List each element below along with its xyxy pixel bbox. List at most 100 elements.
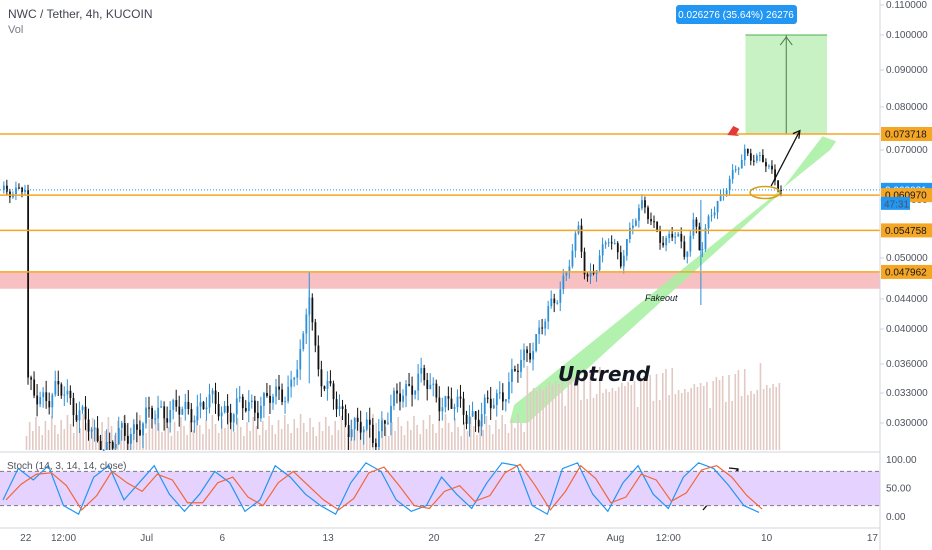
candle-body — [489, 398, 492, 409]
volume-bar — [636, 407, 639, 450]
volume-bar — [321, 431, 324, 450]
candle-body — [641, 200, 643, 209]
candle-body — [571, 250, 574, 267]
candle-body — [232, 414, 235, 423]
candle-body — [90, 429, 93, 432]
volume-bar — [268, 416, 270, 450]
volume-bar — [646, 379, 648, 450]
volume-bar — [356, 415, 359, 450]
candle-body — [598, 255, 601, 271]
candle-body — [396, 390, 398, 394]
y-tick-label: 0.080000 — [886, 102, 928, 113]
candle-body — [625, 239, 628, 256]
volume-bar — [410, 430, 412, 450]
candle-body — [238, 396, 241, 399]
candle-body — [441, 407, 444, 412]
candle-body — [151, 408, 154, 419]
volume-bar — [750, 391, 752, 450]
candle-body — [737, 168, 740, 170]
candle-body — [495, 393, 498, 406]
candle-body — [671, 233, 674, 238]
candle-body — [190, 409, 193, 423]
volume-bar — [88, 432, 91, 450]
candle-body — [15, 187, 17, 195]
volume-bar — [728, 375, 730, 450]
volume-legend: Vol — [8, 24, 24, 36]
volume-bar — [293, 419, 296, 450]
candle-body — [133, 424, 135, 434]
volume-bar — [564, 406, 566, 450]
volume-bar — [394, 431, 396, 450]
candle-body — [353, 417, 356, 430]
volume-bar — [183, 426, 185, 450]
candle-body — [127, 435, 129, 444]
candle-body — [33, 379, 36, 396]
candle-body — [326, 380, 329, 389]
volume-bar — [611, 388, 614, 450]
candle-body — [390, 405, 392, 423]
candle-body — [604, 242, 607, 245]
candle-body — [21, 187, 23, 192]
candle-body — [296, 369, 299, 378]
stoch-d-line — [5, 463, 763, 511]
volume-bar — [425, 429, 428, 450]
candle-body — [517, 370, 519, 372]
volume-bar — [192, 430, 195, 450]
volume-bar — [54, 425, 56, 450]
candle-body — [102, 450, 105, 451]
candle-body — [438, 397, 441, 412]
volume-bar — [422, 420, 425, 450]
volume-bar — [369, 428, 371, 450]
volume-bar — [287, 424, 289, 450]
candle-body — [81, 406, 84, 411]
volume-bar — [274, 434, 277, 450]
volume-bar — [548, 382, 551, 450]
candle-body — [217, 403, 220, 417]
candle-body — [423, 368, 426, 381]
candle-body — [157, 407, 160, 419]
volume-bar — [104, 431, 107, 450]
volume-bar — [466, 431, 469, 450]
volume-bar — [224, 428, 226, 450]
candle-body — [84, 406, 87, 420]
x-tick-label: 22 — [20, 533, 32, 544]
volume-bar — [542, 390, 544, 450]
candle-body — [562, 275, 565, 290]
candle-body — [272, 396, 274, 403]
volume-bar — [513, 428, 516, 450]
volume-bar — [419, 434, 422, 450]
projection-arrowhead — [792, 129, 801, 139]
candle-body — [338, 406, 341, 410]
candle-body — [160, 406, 163, 408]
candle-body — [674, 236, 677, 238]
volume-bar — [630, 385, 633, 450]
candle-body — [429, 384, 432, 390]
candle-body — [114, 444, 117, 449]
y-tick-label: 0.100000 — [886, 30, 928, 41]
volume-bar — [529, 392, 532, 450]
volume-bar — [491, 434, 494, 450]
volume-bar — [387, 436, 390, 450]
candle-body — [359, 421, 362, 433]
candle-body — [447, 396, 450, 399]
drawings[interactable] — [0, 125, 880, 511]
candle-body — [622, 255, 625, 267]
volume-bar — [79, 428, 81, 450]
x-tick-label: 20 — [428, 533, 440, 544]
volume-bar — [520, 423, 522, 450]
volume-bar — [545, 386, 548, 450]
candle-body — [616, 243, 619, 253]
volume-bar — [258, 435, 261, 450]
volume-bar — [602, 393, 604, 450]
candle-body — [51, 394, 54, 408]
candle-body — [501, 392, 504, 402]
candle-body — [139, 429, 141, 436]
volume-bar — [639, 380, 642, 450]
volume-bar — [762, 389, 765, 450]
volume-bar — [50, 416, 53, 450]
candle-body — [432, 383, 435, 385]
candle-body — [57, 380, 60, 385]
countdown-bg — [881, 196, 910, 210]
candle-body — [420, 368, 423, 374]
